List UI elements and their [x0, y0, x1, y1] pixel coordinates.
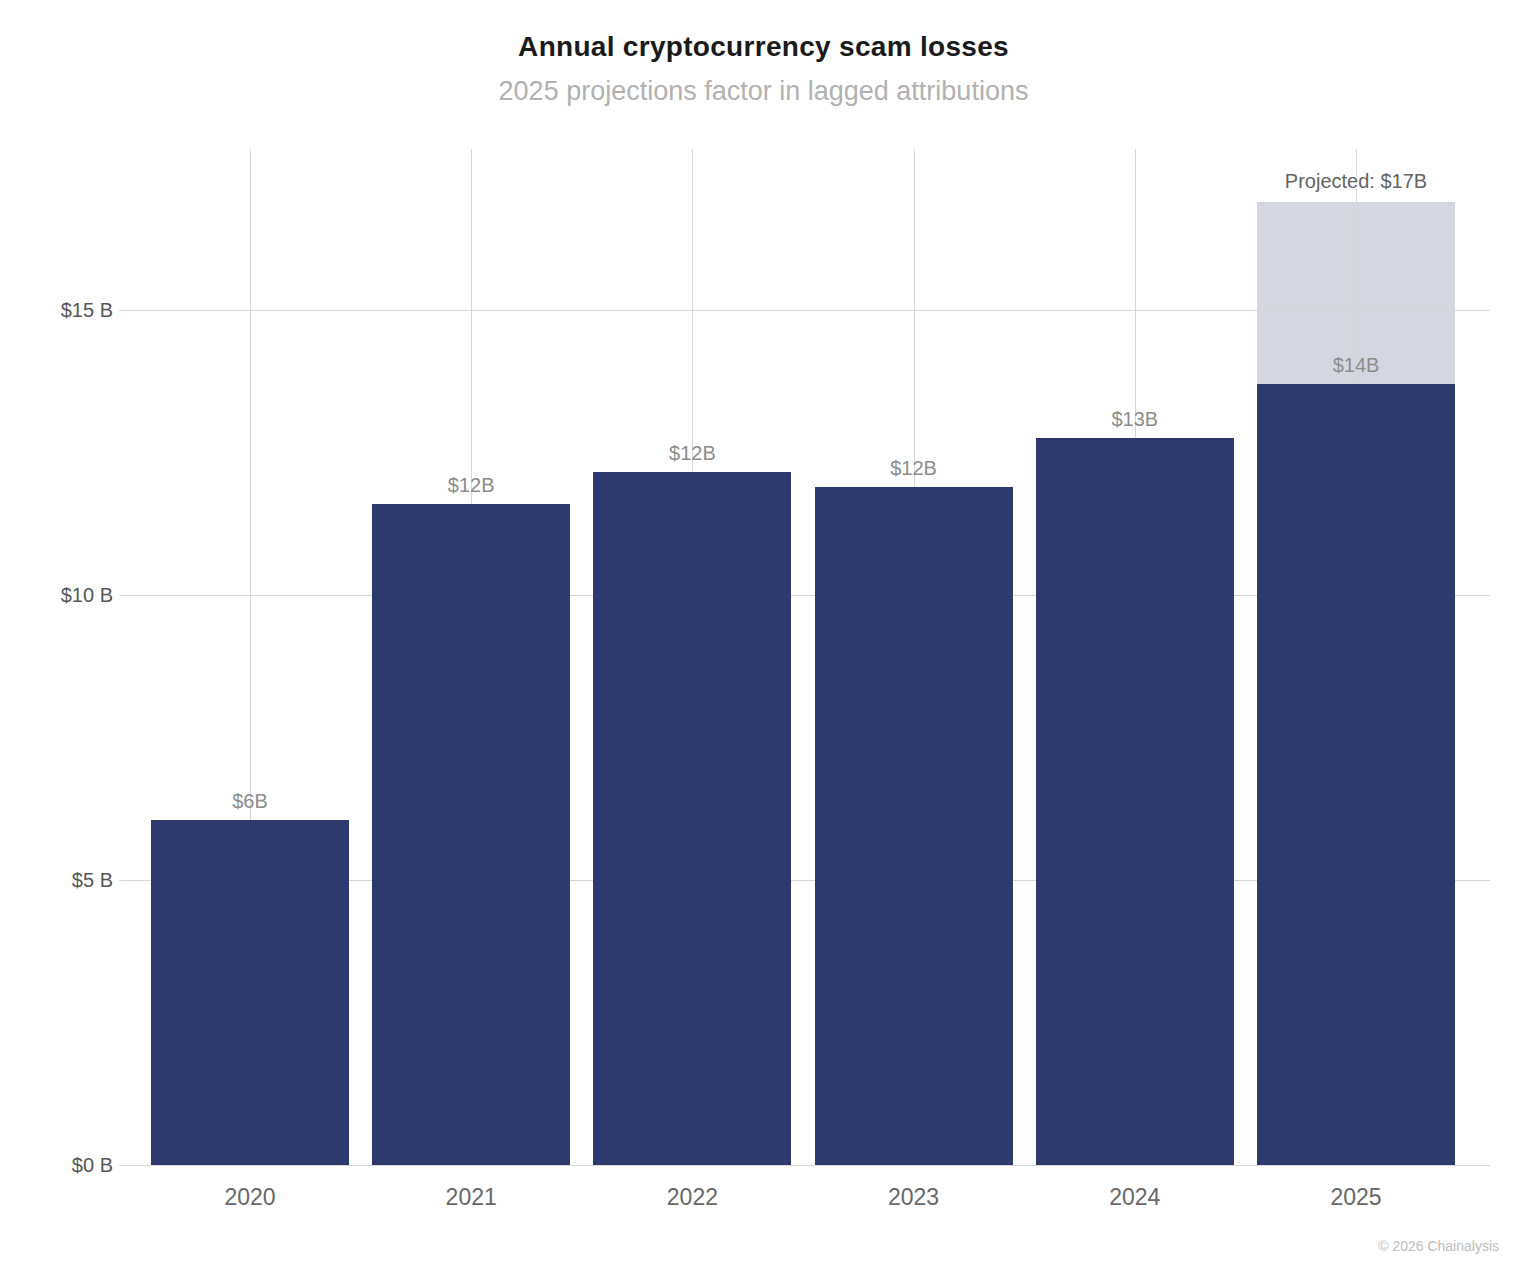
layer-grid: [0, 0, 1527, 1279]
bar-projected-2025: [1257, 202, 1455, 1165]
gridline-x-2022: [692, 149, 693, 1165]
gridline-x-2025: [1356, 149, 1357, 1165]
gridline-y-15: [119, 310, 1490, 311]
gridline-x-2023: [914, 149, 915, 1165]
bar-2024: [1036, 438, 1234, 1165]
x-axis-tick-label-2023: 2023: [844, 1184, 984, 1211]
gridline-x-2020: [250, 149, 251, 1165]
x-axis-tick-label-2024: 2024: [1065, 1184, 1205, 1211]
y-axis-tick-label: $10 B: [20, 582, 113, 608]
bar-2022: [593, 472, 791, 1165]
bar-2020: [151, 820, 349, 1165]
bar-2023: [815, 487, 1013, 1165]
bar-value-label-2024: $13B: [1065, 408, 1205, 430]
gridline-y-0: [119, 1165, 1490, 1166]
bar-2021: [372, 504, 570, 1165]
layer-projected: [0, 0, 1527, 1279]
gridline-x-2024: [1135, 149, 1136, 1165]
gridline-y-10: [119, 595, 1490, 596]
plot-area: $0 B $5 B $10 B $15 B $6B 2020 $12B 2021 $12B 202…: [0, 0, 1527, 1279]
copyright-note: © 2026 Chainalysis: [1378, 1238, 1499, 1254]
gridline-y-5: [119, 880, 1490, 881]
bar-2025: [1257, 384, 1455, 1165]
bar-value-label-2022: $12B: [622, 442, 762, 464]
x-axis-tick-label-2021: 2021: [401, 1184, 541, 1211]
bar-value-label-2025: $14B: [1286, 354, 1426, 376]
y-axis-tick-label: $15 B: [20, 297, 113, 323]
chart-canvas: Annual cryptocurrency scam losses 2025 p…: [0, 0, 1527, 1279]
x-axis-tick-label-2020: 2020: [180, 1184, 320, 1211]
gridline-x-2021: [471, 149, 472, 1165]
layer-labels: $0 B $5 B $10 B $15 B $6B 2020 $12B 2021 $12B 202…: [0, 0, 1527, 1279]
bar-value-label-2020: $6B: [180, 790, 320, 812]
bar-value-label-2023: $12B: [844, 457, 984, 479]
y-axis-tick-label: $5 B: [20, 867, 113, 893]
x-axis-tick-label-2025: 2025: [1286, 1184, 1426, 1211]
bar-value-label-2021: $12B: [401, 474, 541, 496]
x-axis-tick-label-2022: 2022: [622, 1184, 762, 1211]
layer-bars: [0, 0, 1527, 1279]
y-axis-tick-label: $0 B: [20, 1152, 113, 1178]
projected-annotation: Projected: $17B: [1226, 170, 1486, 192]
